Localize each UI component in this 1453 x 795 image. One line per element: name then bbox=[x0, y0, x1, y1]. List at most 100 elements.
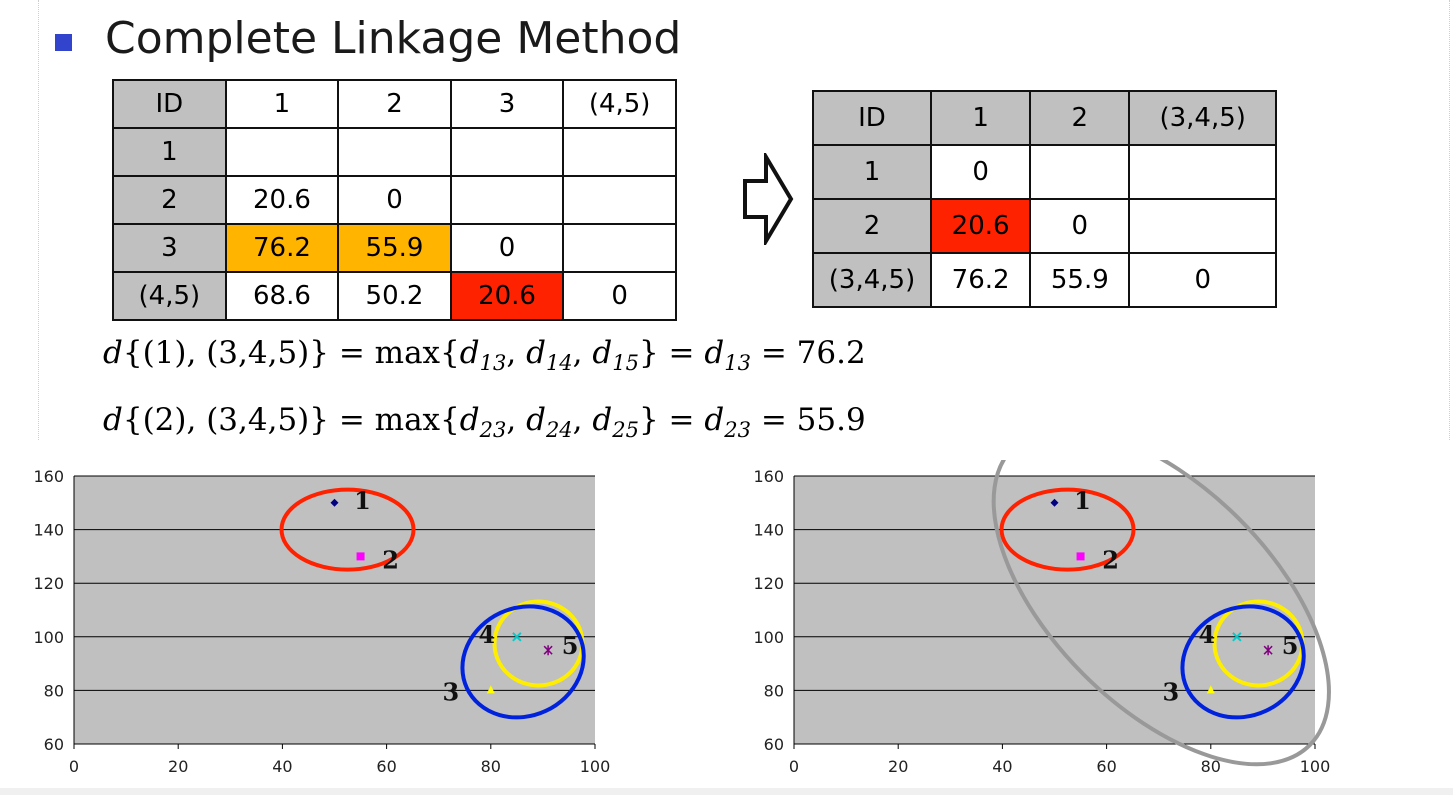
x-tick-label: 80 bbox=[481, 757, 501, 776]
point-label: 5 bbox=[562, 631, 579, 660]
title-bullet-icon bbox=[55, 34, 72, 51]
distance-matrix-after: ID 1 2 (3,4,5) 1 0 2 20.6 0 (3,4,5) 76.2… bbox=[812, 90, 1277, 308]
header-cell: 2 bbox=[1029, 90, 1131, 146]
table-cell bbox=[1029, 144, 1131, 200]
point-marker bbox=[1076, 552, 1085, 561]
y-tick-label: 140 bbox=[753, 521, 784, 540]
table-cell bbox=[224, 127, 340, 177]
point-label: 4 bbox=[1198, 620, 1215, 649]
table-cell: 76.2 bbox=[929, 252, 1032, 308]
table-cell: 0 bbox=[1029, 198, 1131, 254]
header-cell: 1 bbox=[224, 79, 340, 129]
distance-matrix-before: ID 1 2 3 (4,5) 1 2 20.6 0 3 76.2 55.9 0 … bbox=[112, 79, 677, 321]
x-tick-label: 40 bbox=[992, 757, 1012, 776]
table-cell: 0 bbox=[562, 271, 677, 321]
cluster-outline bbox=[460, 604, 586, 720]
row-id-cell: 1 bbox=[112, 127, 227, 177]
table-cell: 0 bbox=[337, 175, 452, 225]
y-tick-label: 120 bbox=[753, 574, 784, 593]
row-id-cell: 2 bbox=[112, 175, 227, 225]
row-id-cell: 3 bbox=[112, 223, 227, 273]
x-tick-label: 20 bbox=[888, 757, 908, 776]
table-cell bbox=[1128, 144, 1277, 200]
table-row: 1 0 bbox=[812, 144, 1277, 200]
table-cell: 0 bbox=[929, 144, 1032, 200]
row-id-cell: 2 bbox=[812, 198, 932, 254]
point-marker bbox=[1206, 685, 1215, 694]
point-marker bbox=[1263, 645, 1273, 656]
x-tick-label: 20 bbox=[168, 757, 188, 776]
y-tick-label: 60 bbox=[44, 735, 64, 754]
point-marker bbox=[1050, 498, 1059, 507]
point-label: 3 bbox=[1162, 677, 1179, 706]
point-marker bbox=[356, 552, 365, 561]
header-cell: (4,5) bbox=[562, 79, 677, 129]
point-label: 3 bbox=[442, 677, 459, 706]
cluster-outline bbox=[991, 460, 1331, 767]
y-tick-label: 100 bbox=[753, 628, 784, 647]
header-cell: 1 bbox=[929, 90, 1032, 146]
y-tick-label: 100 bbox=[33, 628, 64, 647]
point-label: 4 bbox=[478, 620, 495, 649]
x-tick-label: 60 bbox=[376, 757, 396, 776]
y-tick-label: 80 bbox=[44, 681, 64, 700]
formula-distance-1: d{(1), (3,4,5)} = max{d13, d14, d15} = d… bbox=[103, 335, 866, 375]
minimum-distance-cell: 20.6 bbox=[929, 198, 1032, 254]
table-row: 1 bbox=[112, 127, 677, 177]
point-marker bbox=[486, 685, 495, 694]
point-label: 2 bbox=[382, 545, 399, 574]
y-tick-label: 60 bbox=[764, 735, 784, 754]
y-tick-label: 80 bbox=[764, 681, 784, 700]
header-cell: (3,4,5) bbox=[1128, 90, 1277, 146]
table-cell: 0 bbox=[449, 223, 565, 273]
table-row: (3,4,5) 76.2 55.9 0 bbox=[812, 252, 1277, 308]
header-cell: ID bbox=[112, 79, 227, 129]
table-row: (4,5) 68.6 50.2 20.6 0 bbox=[112, 271, 677, 321]
cluster-outline bbox=[279, 487, 416, 572]
header-cell: ID bbox=[812, 90, 932, 146]
y-tick-label: 120 bbox=[33, 574, 64, 593]
table-row: 3 76.2 55.9 0 bbox=[112, 223, 677, 273]
table-cell bbox=[337, 127, 452, 177]
minimum-distance-cell: 20.6 bbox=[449, 271, 565, 321]
cluster-outline bbox=[1180, 604, 1306, 720]
highlighted-cell: 76.2 bbox=[224, 223, 340, 273]
table-cell bbox=[562, 127, 677, 177]
x-tick-label: 0 bbox=[69, 757, 79, 776]
table-header-row: ID 1 2 3 (4,5) bbox=[112, 79, 677, 129]
table-cell bbox=[562, 175, 677, 225]
bottom-strip bbox=[0, 788, 1453, 795]
point-marker bbox=[512, 632, 522, 642]
x-tick-label: 100 bbox=[1300, 757, 1331, 776]
point-marker bbox=[543, 645, 553, 656]
table-cell: 20.6 bbox=[224, 175, 340, 225]
x-tick-label: 40 bbox=[272, 757, 292, 776]
x-tick-label: 0 bbox=[789, 757, 799, 776]
formula-distance-2: d{(2), (3,4,5)} = max{d23, d24, d25} = d… bbox=[103, 402, 866, 442]
y-tick-label: 160 bbox=[33, 467, 64, 486]
row-id-cell: (4,5) bbox=[112, 271, 227, 321]
table-row: 2 20.6 0 bbox=[812, 198, 1277, 254]
row-id-cell: 1 bbox=[812, 144, 932, 200]
point-label: 2 bbox=[1102, 545, 1119, 574]
point-label: 1 bbox=[354, 486, 371, 515]
scatter-chart-before: 60 80 100 120 140 160 0 20 40 60 80 100 1 2 34 5 bbox=[33, 467, 611, 776]
table-cell: 50.2 bbox=[337, 271, 452, 321]
table-cell bbox=[449, 175, 565, 225]
x-tick-label: 80 bbox=[1201, 757, 1221, 776]
header-cell: 2 bbox=[337, 79, 452, 129]
point-marker bbox=[330, 498, 339, 507]
y-tick-label: 140 bbox=[33, 521, 64, 540]
table-cell bbox=[562, 223, 677, 273]
row-id-cell: (3,4,5) bbox=[812, 252, 932, 308]
scatter-chart-after: 60 80 100 120 140 160 0 20 40 60 80 100 1 2 34 5 bbox=[753, 460, 1331, 776]
x-tick-label: 100 bbox=[580, 757, 611, 776]
x-tick-label: 60 bbox=[1096, 757, 1116, 776]
table-cell bbox=[1128, 198, 1277, 254]
highlighted-cell: 55.9 bbox=[337, 223, 452, 273]
y-tick-label: 160 bbox=[753, 467, 784, 486]
header-cell: 3 bbox=[449, 79, 565, 129]
cluster-outline bbox=[999, 487, 1136, 572]
point-label: 1 bbox=[1074, 486, 1091, 515]
table-cell bbox=[449, 127, 565, 177]
